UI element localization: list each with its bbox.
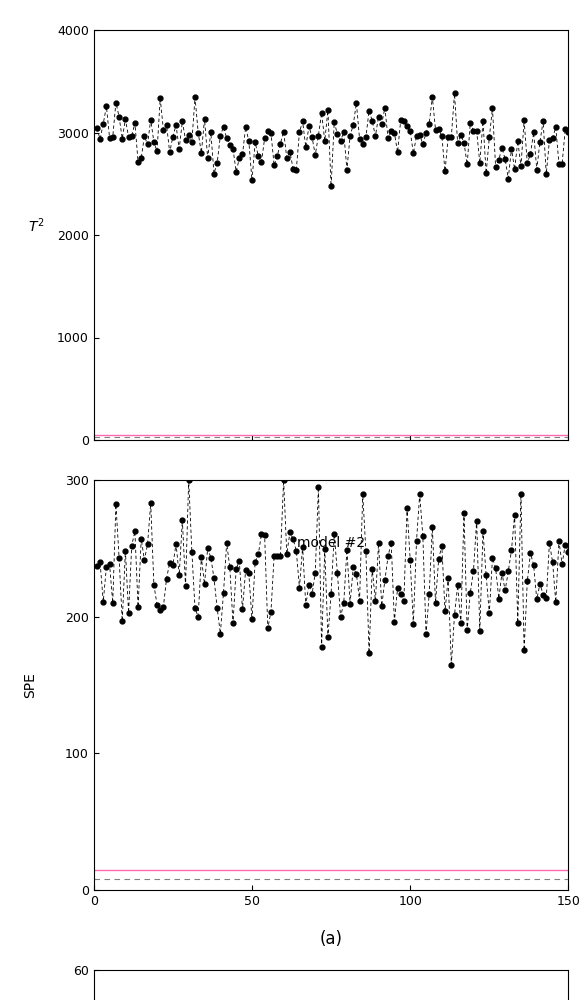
Text: (a): (a) [319,930,343,948]
Text: model #2: model #2 [297,536,365,550]
Y-axis label: SPE: SPE [23,672,37,698]
Y-axis label: $T^2$: $T^2$ [29,216,45,235]
